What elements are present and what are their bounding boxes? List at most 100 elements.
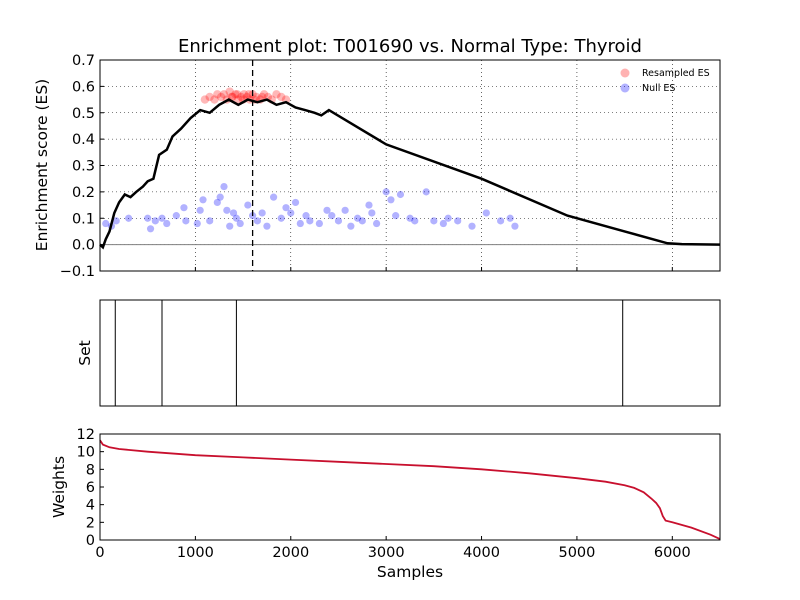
- null-es-point: [382, 188, 390, 196]
- legend-resampled-label: Resampled ES: [642, 68, 710, 79]
- es-y-tick-label: 0.1: [72, 211, 95, 227]
- resampled-es-point: [216, 92, 226, 102]
- es-y-tick-label: 0.0: [72, 238, 95, 254]
- null-es-point: [392, 212, 400, 220]
- weights-x-tick-label: 1000: [177, 545, 214, 561]
- weights-xlabel: Samples: [377, 563, 443, 581]
- set-frame: [99, 299, 721, 407]
- null-es-point: [172, 212, 180, 220]
- null-es-points: [102, 183, 519, 233]
- null-es-point: [125, 214, 133, 222]
- null-es-point: [323, 206, 331, 214]
- resampled-es-point: [231, 90, 240, 99]
- resampled-es-point: [257, 92, 267, 102]
- weights-y-ticks: 0 24 6 810 12: [77, 427, 104, 549]
- es-y-tick-label: 0.2: [72, 185, 95, 201]
- null-es-point: [306, 217, 314, 225]
- resampled-es-point: [234, 95, 243, 104]
- null-es-point: [151, 217, 159, 225]
- null-es-point: [146, 225, 155, 233]
- null-es-point: [422, 188, 430, 196]
- null-es-point: [144, 214, 152, 222]
- resampled-es-point: [239, 90, 249, 99]
- null-es-point: [341, 206, 349, 214]
- null-es-point: [444, 214, 452, 222]
- resampled-es-point: [272, 90, 281, 99]
- chart-title: Enrichment plot: T001690 vs. Normal Type…: [178, 36, 642, 57]
- weights-y-tick-label: 8: [86, 462, 95, 478]
- weights-x-tick-label: 3000: [368, 545, 405, 561]
- resampled-es-point: [219, 90, 229, 99]
- null-es-point: [213, 198, 221, 207]
- weights-plot-area: [100, 434, 720, 540]
- resampled-es-point: [259, 90, 269, 99]
- weights-x-tick-label: 5000: [558, 545, 595, 561]
- null-es-point: [511, 222, 519, 230]
- weights-y-tick-label: 12: [77, 427, 95, 443]
- weights-x-tick-label: 2000: [272, 545, 309, 561]
- es-y-tick-label: −0.1: [60, 264, 95, 280]
- null-es-point: [430, 217, 438, 225]
- resampled-es-point: [252, 92, 261, 102]
- es-y-ticks: −0.1 0.0 0.1 0.2 0.3 0.4 0.5 0.6 0.7: [60, 53, 104, 280]
- null-es-point: [232, 214, 240, 222]
- null-es-point: [196, 206, 204, 214]
- weights-curve: [99, 439, 721, 540]
- null-es-point: [353, 214, 362, 222]
- null-es-point: [328, 212, 336, 220]
- null-es-point: [253, 217, 261, 225]
- es-y-tick-label: 0.3: [72, 159, 95, 175]
- resampled-es-point: [244, 90, 253, 99]
- null-es-point: [373, 219, 381, 228]
- null-es-point: [158, 214, 166, 222]
- es-y-tick-label: 0.5: [72, 106, 95, 122]
- null-es-point: [216, 193, 224, 201]
- es-curve: [99, 98, 721, 250]
- null-es-point: [193, 219, 201, 228]
- null-es-point: [199, 196, 207, 204]
- resampled-es-point: [228, 92, 237, 102]
- es-y-tick-label: 0.6: [72, 79, 95, 95]
- null-es-point: [411, 217, 419, 225]
- null-es-point: [244, 201, 252, 209]
- null-es-point: [387, 196, 395, 204]
- weights-ylabel: Weights: [50, 456, 68, 518]
- set-lines: [114, 300, 624, 406]
- null-es-point: [112, 217, 120, 225]
- null-es-point: [315, 219, 323, 228]
- weights-x-ticks: 0 1000 2000 3000 4000 5000 6000: [95, 536, 691, 561]
- resampled-es-point: [233, 90, 242, 99]
- null-es-point: [497, 217, 505, 225]
- weights-y-tick-label: 2: [86, 515, 95, 531]
- null-es-point: [302, 212, 310, 220]
- null-es-point: [220, 183, 228, 191]
- null-es-point: [296, 219, 304, 228]
- null-es-point: [102, 219, 110, 228]
- null-es-point: [287, 209, 295, 217]
- null-es-point: [223, 206, 231, 214]
- null-es-point: [163, 219, 171, 228]
- null-es-point: [206, 217, 214, 225]
- null-es-point: [439, 219, 447, 228]
- null-es-point: [482, 209, 490, 217]
- set-panel: Set: [76, 299, 721, 407]
- weights-y-tick-label: 4: [86, 498, 95, 514]
- legend-null-label: Null ES: [642, 83, 675, 94]
- null-es-point: [365, 201, 373, 209]
- null-es-point: [468, 222, 476, 230]
- legend: Resampled ES Null ES: [620, 68, 710, 94]
- null-es-point: [180, 204, 188, 212]
- null-es-point: [291, 198, 300, 207]
- resampled-es-point: [210, 95, 219, 104]
- legend-resampled-marker: [620, 68, 630, 78]
- null-es-point: [270, 193, 278, 201]
- weights-y-tick-label: 0: [86, 533, 95, 549]
- es-y-tick-label: 0.4: [72, 132, 95, 148]
- null-es-point: [454, 217, 462, 225]
- es-y-tick-label: 0.7: [72, 53, 95, 69]
- null-es-point: [282, 204, 290, 212]
- set-ylabel: Set: [76, 340, 94, 365]
- es-panel: −0.1 0.0 0.1 0.2 0.3 0.4 0.5 0.6 0.7 Enrichment …: [33, 53, 721, 280]
